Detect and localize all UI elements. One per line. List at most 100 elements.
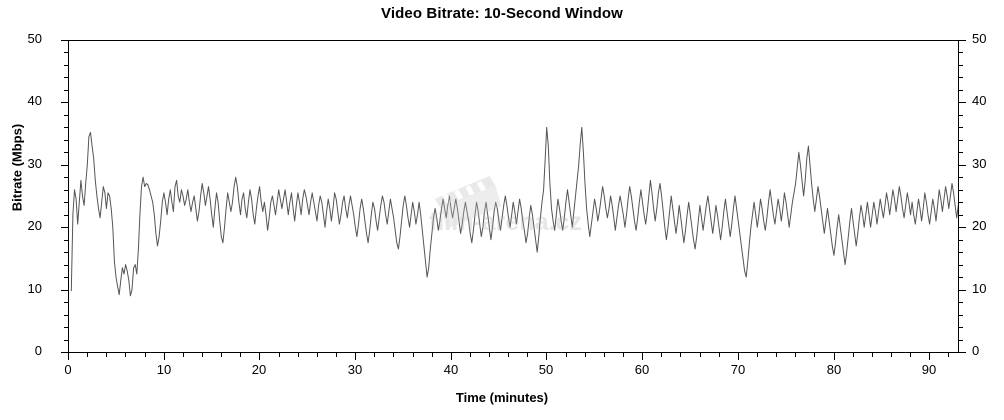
y-tick-minor-right [958,215,963,216]
x-tick-major [259,352,260,360]
y-tick-minor-right [958,177,963,178]
plot-top-border [68,40,959,41]
y-tick-minor-right [958,190,963,191]
y-tick-major-left [61,227,69,228]
y-tick-minor-left [64,240,69,241]
y-tick-minor-left [64,127,69,128]
y-tick-label-left: 30 [27,156,42,171]
y-tick-minor-left [64,90,69,91]
x-tick-minor [298,352,299,357]
y-tick-major-right [958,290,966,291]
x-tick-minor [393,352,394,357]
y-tick-minor-left [64,277,69,278]
y-tick-major-left [61,290,69,291]
y-tick-label-left: 0 [34,343,42,358]
x-tick-minor [853,352,854,357]
y-tick-major-right [958,352,966,353]
x-tick-minor [948,352,949,357]
x-tick-minor [489,352,490,357]
x-tick-minor [336,352,337,357]
y-tick-minor-left [64,315,69,316]
x-tick-minor [814,352,815,357]
x-tick-minor [317,352,318,357]
y-tick-label-left: 50 [27,31,42,46]
y-tick-minor-right [958,127,963,128]
x-tick-minor [700,352,701,357]
y-tick-label-right: 10 [972,281,987,296]
x-axis-title: Time (minutes) [455,390,549,405]
x-tick-minor [623,352,624,357]
x-tick-minor [374,352,375,357]
x-tick-minor [413,352,414,357]
x-tick-minor [872,352,873,357]
x-tick-minor [776,352,777,357]
y-axis-left-line [68,40,69,353]
y-tick-label-right: 20 [972,218,987,233]
x-tick-label: 90 [921,362,937,377]
y-tick-minor-right [958,202,963,203]
x-tick-minor [795,352,796,357]
y-tick-minor-right [958,65,963,66]
y-tick-label-left: 10 [27,281,42,296]
y-tick-label-right: 0 [972,343,980,358]
y-axis-title: Bitrate (Mbps) [9,123,25,212]
x-tick-label: 20 [251,362,267,377]
y-tick-major-right [958,40,966,41]
x-tick-minor [527,352,528,357]
x-tick-major [164,352,165,360]
x-tick-minor [566,352,567,357]
x-tick-minor [585,352,586,357]
y-tick-minor-left [64,202,69,203]
y-tick-minor-left [64,115,69,116]
y-axis-right-line [958,40,959,353]
x-tick-label: 50 [538,362,554,377]
x-tick-minor [661,352,662,357]
bitrate-line-series [70,126,958,297]
y-tick-label-left: 40 [27,93,42,108]
x-tick-major [451,352,452,360]
y-tick-minor-left [64,77,69,78]
y-tick-major-left [61,352,69,353]
y-tick-minor-right [958,315,963,316]
x-tick-minor [432,352,433,357]
x-tick-major [642,352,643,360]
x-tick-major [355,352,356,360]
x-tick-label: 0 [64,362,72,377]
x-tick-label: 10 [156,362,172,377]
x-tick-major [834,352,835,360]
y-tick-label-right: 50 [972,31,987,46]
y-tick-minor-left [64,327,69,328]
x-tick-minor [183,352,184,357]
x-tick-minor [910,352,911,357]
x-tick-label: 40 [443,362,459,377]
x-axis-line [68,352,959,353]
x-tick-minor [145,352,146,357]
y-tick-minor-right [958,152,963,153]
x-tick-minor [680,352,681,357]
x-tick-minor [508,352,509,357]
x-tick-minor [470,352,471,357]
y-tick-minor-left [64,252,69,253]
x-tick-major [68,352,69,360]
x-tick-label: 60 [634,362,650,377]
y-tick-minor-right [958,52,963,53]
y-tick-minor-right [958,265,963,266]
x-tick-label: 70 [730,362,746,377]
y-tick-minor-left [64,65,69,66]
chart-title: Video Bitrate: 10-Second Window [381,5,623,22]
y-tick-minor-left [64,215,69,216]
x-tick-major [738,352,739,360]
y-tick-minor-right [958,90,963,91]
y-tick-major-left [61,165,69,166]
x-tick-label: 80 [826,362,842,377]
y-tick-major-right [958,165,966,166]
y-tick-major-right [958,227,966,228]
x-tick-minor [87,352,88,357]
y-tick-label-right: 40 [972,93,987,108]
x-tick-minor [221,352,222,357]
y-tick-major-left [61,102,69,103]
y-tick-minor-right [958,77,963,78]
x-tick-label: 30 [347,362,363,377]
y-tick-major-left [61,40,69,41]
plot-area: film-arena.cz [68,40,958,352]
